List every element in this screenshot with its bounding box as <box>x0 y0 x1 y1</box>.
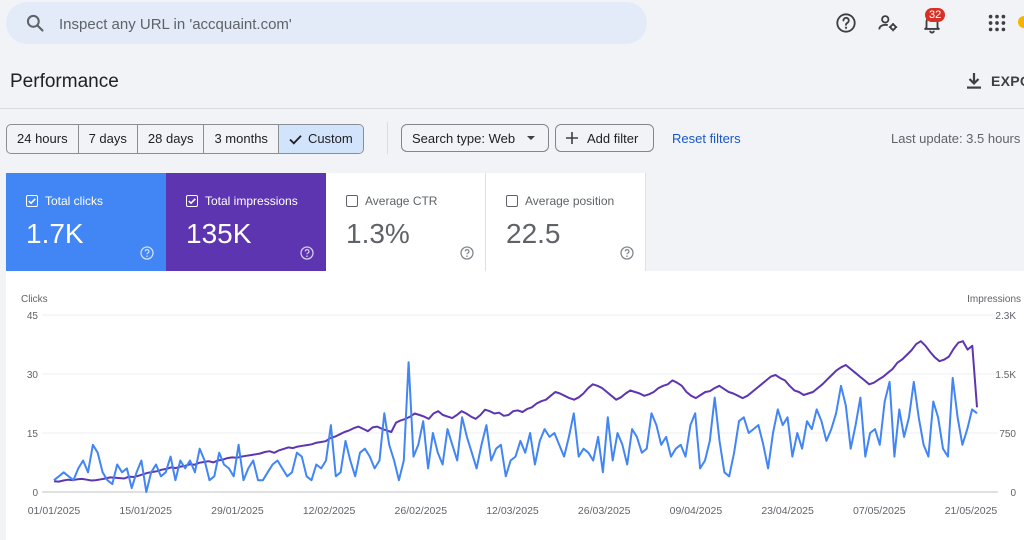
range-custom-label: Custom <box>307 131 353 146</box>
metric-label: Total impressions <box>205 194 298 208</box>
metric-label: Average CTR <box>365 194 438 208</box>
download-icon <box>967 73 981 89</box>
left-axis-label: Clicks <box>21 294 48 305</box>
check-icon <box>289 134 302 145</box>
apps-grid-icon[interactable] <box>986 12 1008 34</box>
range-7-days[interactable]: 7 days <box>79 125 138 153</box>
x-axis-tick: 07/05/2025 <box>853 505 906 517</box>
range-28-days[interactable]: 28 days <box>138 125 205 153</box>
x-axis-tick: 29/01/2025 <box>211 505 264 517</box>
x-axis-tick: 12/02/2025 <box>303 505 356 517</box>
metric-value: 1.7K <box>26 218 84 249</box>
dropdown-arrow-icon <box>527 136 536 140</box>
help-icon[interactable] <box>460 246 474 260</box>
right-axis-tick: 750 <box>999 429 1016 440</box>
export-button[interactable]: EXPO <box>966 72 1024 90</box>
metric-card-total-impressions[interactable]: Total impressions 135K <box>166 173 326 271</box>
left-axis-tick: 15 <box>27 429 39 440</box>
last-update-text: Last update: 3.5 hours <box>891 131 1021 146</box>
help-icon[interactable] <box>140 246 154 260</box>
url-inspect-input[interactable] <box>57 11 621 37</box>
header-divider <box>0 108 1024 109</box>
left-axis-tick: 45 <box>27 311 39 322</box>
checkbox-checked-icon[interactable] <box>186 195 198 207</box>
checkbox-checked-icon[interactable] <box>26 195 38 207</box>
clicks-series-line <box>53 361 978 493</box>
metric-value: 22.5 <box>506 218 561 249</box>
notification-count-badge: 32 <box>925 8 946 22</box>
search-icon <box>26 14 44 32</box>
x-axis-tick: 09/04/2025 <box>670 505 723 517</box>
toolbar-separator <box>387 122 388 154</box>
help-icon[interactable] <box>620 246 634 260</box>
metric-card-average-ctr[interactable]: Average CTR 1.3% <box>326 173 486 271</box>
checkbox-unchecked-icon[interactable] <box>346 195 358 207</box>
range-3-months[interactable]: 3 months <box>204 125 279 153</box>
help-icon[interactable] <box>300 246 314 260</box>
left-axis-tick: 0 <box>32 488 38 499</box>
x-axis-tick: 01/01/2025 <box>28 505 81 517</box>
range-24-hours[interactable]: 24 hours <box>7 125 79 153</box>
date-range-selector[interactable]: 24 hours 7 days 28 days 3 months Custom <box>6 124 364 154</box>
x-axis-tick: 15/01/2025 <box>119 505 172 517</box>
left-axis-tick: 30 <box>27 370 39 381</box>
range-custom[interactable]: Custom <box>278 125 363 153</box>
right-axis-tick: 1.5K <box>995 370 1016 381</box>
manage-users-icon[interactable] <box>877 12 899 34</box>
search-type-label: Search type: Web <box>412 130 516 146</box>
performance-chart-panel <box>6 271 1024 540</box>
cards-background <box>646 173 1024 271</box>
metric-card-total-clicks[interactable]: Total clicks 1.7K <box>6 173 166 271</box>
checkbox-unchecked-icon[interactable] <box>506 195 518 207</box>
plus-icon <box>566 132 578 144</box>
impressions-series-line <box>53 340 978 483</box>
right-axis-tick: 0 <box>1010 488 1016 499</box>
avatar[interactable] <box>1018 16 1024 28</box>
metric-card-average-position[interactable]: Average position 22.5 <box>486 173 646 271</box>
metric-label: Total clicks <box>45 194 104 208</box>
export-label: EXPO <box>991 73 1024 89</box>
right-axis-tick: 2.3K <box>995 311 1016 322</box>
add-filter-button[interactable]: Add filter <box>555 124 654 152</box>
search-type-dropdown[interactable]: Search type: Web <box>401 124 549 152</box>
metric-label: Average position <box>525 194 615 208</box>
metric-value: 135K <box>186 218 252 249</box>
x-axis-tick: 26/03/2025 <box>578 505 631 517</box>
reset-filters-link[interactable]: Reset filters <box>672 131 741 146</box>
x-axis-tick: 12/03/2025 <box>486 505 539 517</box>
metric-value: 1.3% <box>346 218 410 249</box>
help-icon[interactable] <box>835 12 857 34</box>
url-inspect-search-bar[interactable] <box>6 2 647 44</box>
page-title: Performance <box>10 71 119 92</box>
right-axis-label: Impressions <box>967 294 1021 305</box>
x-axis-tick: 26/02/2025 <box>395 505 448 517</box>
x-axis-tick: 23/04/2025 <box>761 505 814 517</box>
x-axis-tick: 21/05/2025 <box>945 505 998 517</box>
add-filter-label: Add filter <box>587 130 639 146</box>
